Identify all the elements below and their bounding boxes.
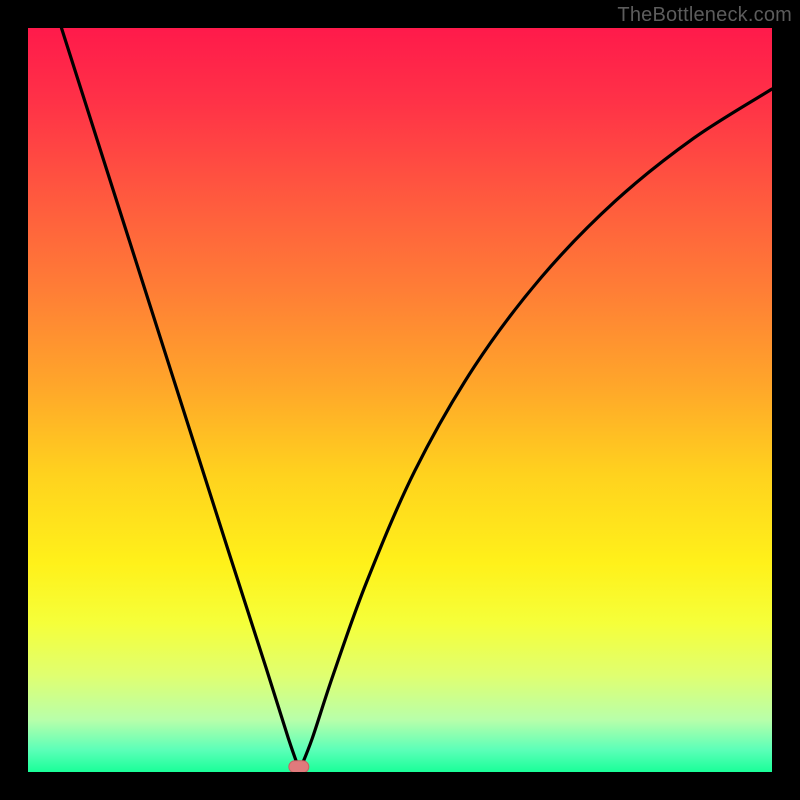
watermark-text: TheBottleneck.com (617, 4, 792, 27)
vertex-marker (289, 761, 309, 773)
frame-bottom (0, 772, 800, 800)
bottleneck-chart (0, 0, 800, 800)
chart-container: TheBottleneck.com (0, 0, 800, 800)
frame-left (0, 0, 28, 800)
gradient-background (28, 28, 772, 772)
frame-right (772, 0, 800, 800)
